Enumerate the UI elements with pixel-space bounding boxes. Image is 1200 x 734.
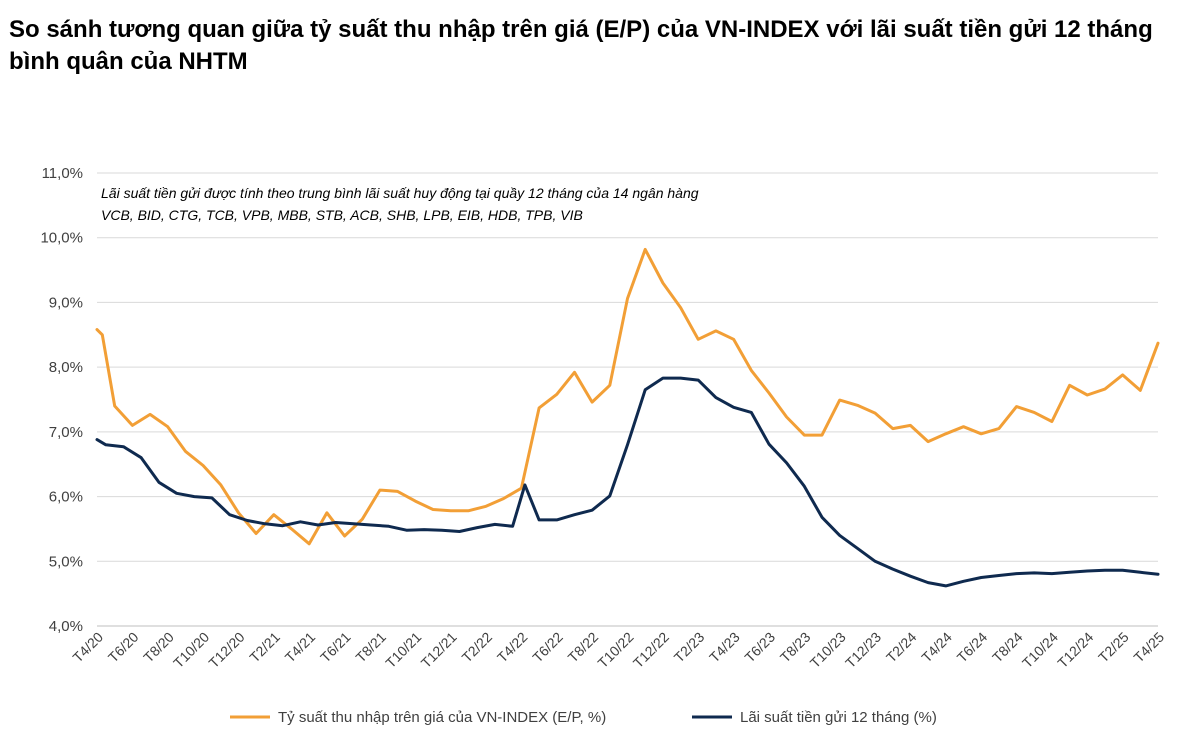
y-tick-label: 4,0% [49,618,83,635]
x-tick-label: T2/25 [1095,629,1132,666]
legend: Tỷ suất thu nhập trên giá của VN-INDEX (… [230,709,937,726]
x-tick-label: T12/21 [418,629,460,671]
x-tick-label: T2/23 [671,629,708,666]
x-tick-label: T2/22 [459,629,496,666]
annotation-line: VCB, BID, CTG, TCB, VPB, MBB, STB, ACB, … [101,207,583,223]
x-tick-label: T12/24 [1054,629,1096,671]
x-tick-label: T2/24 [883,629,920,666]
x-tick-label: T4/23 [706,629,743,666]
y-tick-label: 5,0% [49,553,83,570]
series-lines [95,247,1160,588]
x-tick-label: T10/21 [382,629,424,671]
x-tick-label: T6/21 [317,629,354,666]
series-line-deposit-rate [95,376,1160,588]
x-tick-label: T10/23 [807,629,849,671]
x-axis: T4/20T6/20T8/20T10/20T12/20T2/21T4/21T6/… [69,629,1167,671]
annotation-line: Lãi suất tiền gửi được tính theo trung b… [101,185,699,201]
chart-annotation: Lãi suất tiền gửi được tính theo trung b… [101,185,699,223]
legend-label: Tỷ suất thu nhập trên giá của VN-INDEX (… [278,709,606,726]
series-line-ep-vnindex [95,247,1160,546]
x-tick-label: T4/24 [918,629,955,666]
x-tick-label: T6/20 [105,629,142,666]
x-tick-label: T6/23 [741,629,778,666]
y-tick-label: 9,0% [49,294,83,311]
x-tick-label: T4/21 [282,629,319,666]
x-tick-label: T6/22 [529,629,566,666]
legend-label: Lãi suất tiền gửi 12 tháng (%) [740,709,937,726]
x-tick-label: T12/23 [842,629,884,671]
x-tick-label: T2/21 [246,629,283,666]
x-tick-label: T10/20 [170,629,212,671]
y-tick-label: 6,0% [49,489,83,506]
x-tick-label: T12/22 [630,629,672,671]
y-tick-label: 7,0% [49,424,83,441]
y-tick-label: 10,0% [40,230,83,247]
x-tick-label: T4/25 [1130,629,1167,666]
x-tick-label: T4/22 [494,629,531,666]
x-tick-label: T12/20 [205,629,247,671]
x-tick-label: T6/24 [954,629,991,666]
y-tick-label: 8,0% [49,359,83,376]
x-tick-label: T10/24 [1019,629,1061,671]
x-tick-label: T10/22 [594,629,636,671]
y-axis: 4,0% 5,0% 6,0% 7,0% 8,0% 9,0% 10,0% 11,0% [40,165,83,635]
gridlines [97,172,1158,627]
y-tick-label: 11,0% [42,165,83,182]
page-title: So sánh tương quan giữa tỷ suất thu nhập… [9,16,1153,75]
